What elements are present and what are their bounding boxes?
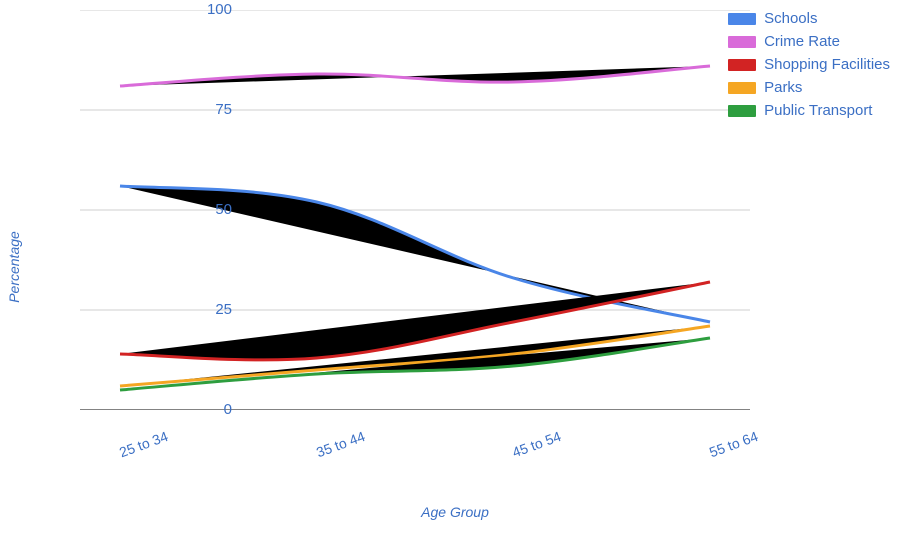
y-tick-label: 25 bbox=[192, 301, 232, 318]
legend-item: Shopping Facilities bbox=[728, 56, 890, 73]
legend-item: Schools bbox=[728, 10, 890, 27]
legend-label: Shopping Facilities bbox=[764, 56, 890, 73]
x-tick-label: 45 to 54 bbox=[510, 428, 563, 460]
legend-label: Parks bbox=[764, 79, 802, 96]
x-tick-label: 55 to 64 bbox=[707, 428, 760, 460]
x-axis-label: Age Group bbox=[0, 504, 910, 520]
legend-swatch bbox=[728, 105, 756, 117]
legend-item: Public Transport bbox=[728, 102, 890, 119]
x-tick-label: 35 to 44 bbox=[314, 428, 367, 460]
legend-swatch bbox=[728, 13, 756, 25]
plot-area bbox=[80, 10, 750, 410]
legend-swatch bbox=[728, 36, 756, 48]
legend-item: Parks bbox=[728, 79, 890, 96]
legend-item: Crime Rate bbox=[728, 33, 890, 50]
y-tick-label: 75 bbox=[192, 101, 232, 118]
legend-swatch bbox=[728, 82, 756, 94]
y-axis-label: Percentage bbox=[6, 231, 22, 303]
legend: Schools Crime Rate Shopping Facilities Park… bbox=[728, 10, 890, 125]
y-tick-label: 100 bbox=[192, 1, 232, 18]
series-line bbox=[120, 66, 710, 86]
legend-label: Public Transport bbox=[764, 102, 872, 119]
y-tick-label: 50 bbox=[192, 201, 232, 218]
line-chart: Percentage 0 25 50 75 100 25 to 34 35 to 44 45… bbox=[0, 0, 910, 534]
y-tick-label: 0 bbox=[192, 401, 232, 418]
legend-label: Crime Rate bbox=[764, 33, 840, 50]
x-tick-label: 25 to 34 bbox=[117, 428, 170, 460]
legend-label: Schools bbox=[764, 10, 817, 27]
legend-swatch bbox=[728, 59, 756, 71]
